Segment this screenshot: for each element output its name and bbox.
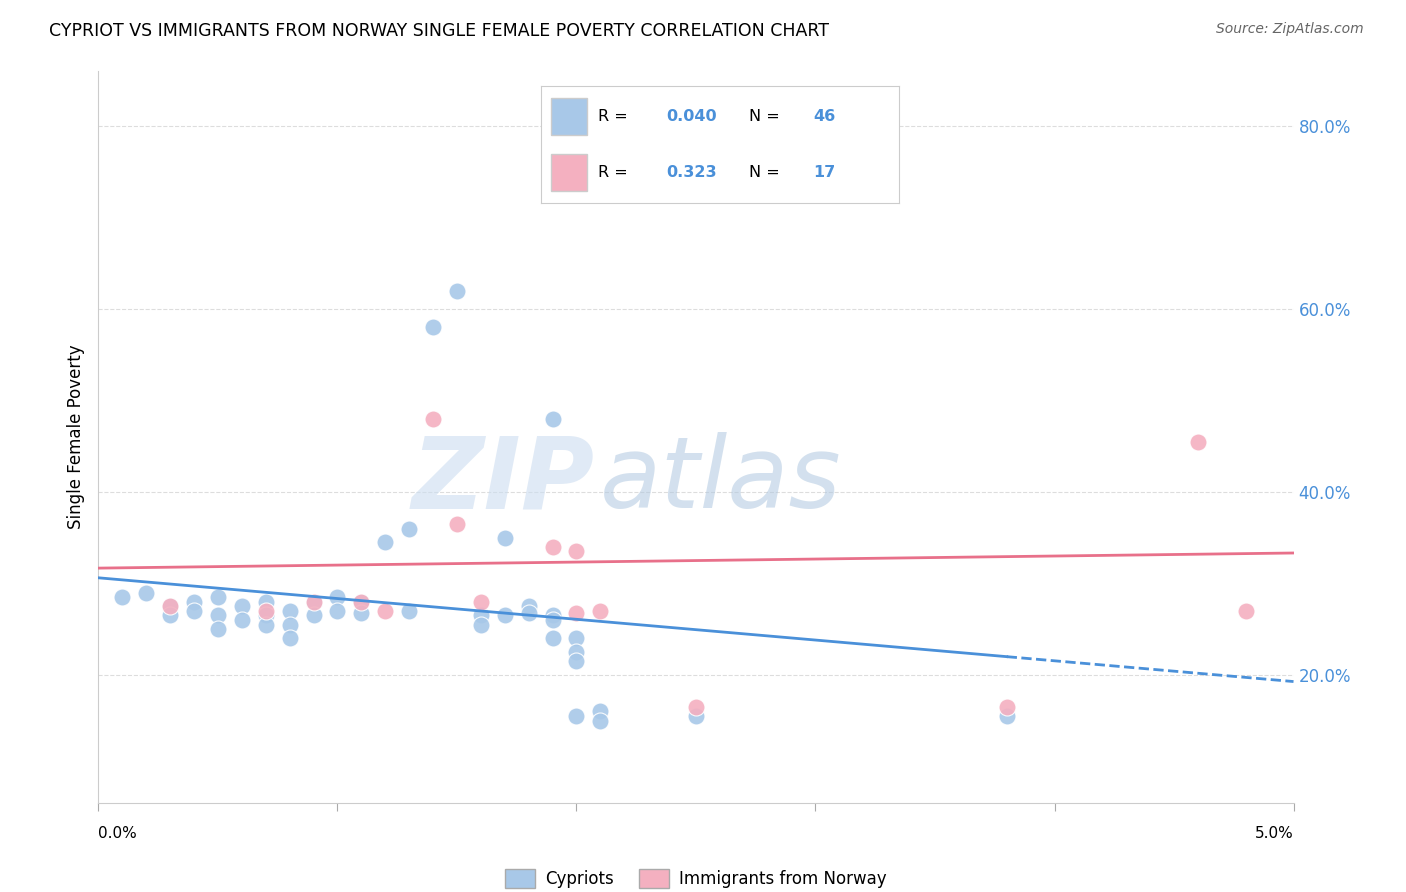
Point <box>231 613 253 627</box>
Point <box>1234 604 1257 618</box>
Point <box>565 645 588 659</box>
Point <box>470 617 492 632</box>
Point <box>565 606 588 620</box>
Point <box>446 284 468 298</box>
Point <box>207 590 229 604</box>
Point <box>446 516 468 531</box>
Point <box>565 544 588 558</box>
Point <box>995 699 1018 714</box>
Y-axis label: Single Female Poverty: Single Female Poverty <box>66 345 84 529</box>
Point <box>565 632 588 646</box>
Point <box>374 604 396 618</box>
Point <box>183 604 205 618</box>
Point <box>995 709 1018 723</box>
Point <box>207 608 229 623</box>
Point <box>350 594 373 608</box>
Point <box>398 604 420 618</box>
Text: Source: ZipAtlas.com: Source: ZipAtlas.com <box>1216 22 1364 37</box>
Point <box>254 608 277 623</box>
Point <box>541 540 564 554</box>
Point <box>517 606 540 620</box>
Point <box>541 608 564 623</box>
Point <box>159 608 181 623</box>
Point <box>111 590 134 604</box>
Point <box>302 594 325 608</box>
Point <box>589 604 612 618</box>
Point <box>613 183 636 197</box>
Point <box>278 617 301 632</box>
Point <box>254 604 277 618</box>
Text: 0.0%: 0.0% <box>98 826 138 840</box>
Point <box>326 604 349 618</box>
Point <box>470 608 492 623</box>
Point <box>470 594 492 608</box>
Point <box>565 709 588 723</box>
Point <box>374 535 396 549</box>
Point <box>183 594 205 608</box>
Text: 5.0%: 5.0% <box>1254 826 1294 840</box>
Point <box>159 599 181 614</box>
Point <box>541 613 564 627</box>
Point <box>302 608 325 623</box>
Point <box>422 320 444 334</box>
Point <box>278 632 301 646</box>
Point <box>517 599 540 614</box>
Point <box>254 617 277 632</box>
Point <box>231 599 253 614</box>
Point <box>135 585 157 599</box>
Point <box>685 699 707 714</box>
Point <box>398 521 420 535</box>
Text: atlas: atlas <box>600 433 842 530</box>
Point <box>159 599 181 614</box>
Point <box>494 608 516 623</box>
Point <box>254 594 277 608</box>
Point <box>278 604 301 618</box>
Point <box>302 594 325 608</box>
Text: ZIP: ZIP <box>412 433 595 530</box>
Point <box>589 714 612 728</box>
Point <box>326 590 349 604</box>
Point <box>565 654 588 668</box>
Point <box>422 412 444 426</box>
Point <box>350 594 373 608</box>
Point <box>1187 434 1209 449</box>
Point <box>350 606 373 620</box>
Point <box>494 531 516 545</box>
Legend: Cypriots, Immigrants from Norway: Cypriots, Immigrants from Norway <box>499 863 893 892</box>
Point <box>541 412 564 426</box>
Text: CYPRIOT VS IMMIGRANTS FROM NORWAY SINGLE FEMALE POVERTY CORRELATION CHART: CYPRIOT VS IMMIGRANTS FROM NORWAY SINGLE… <box>49 22 830 40</box>
Point <box>207 622 229 636</box>
Point <box>589 705 612 719</box>
Point <box>685 709 707 723</box>
Point <box>541 632 564 646</box>
